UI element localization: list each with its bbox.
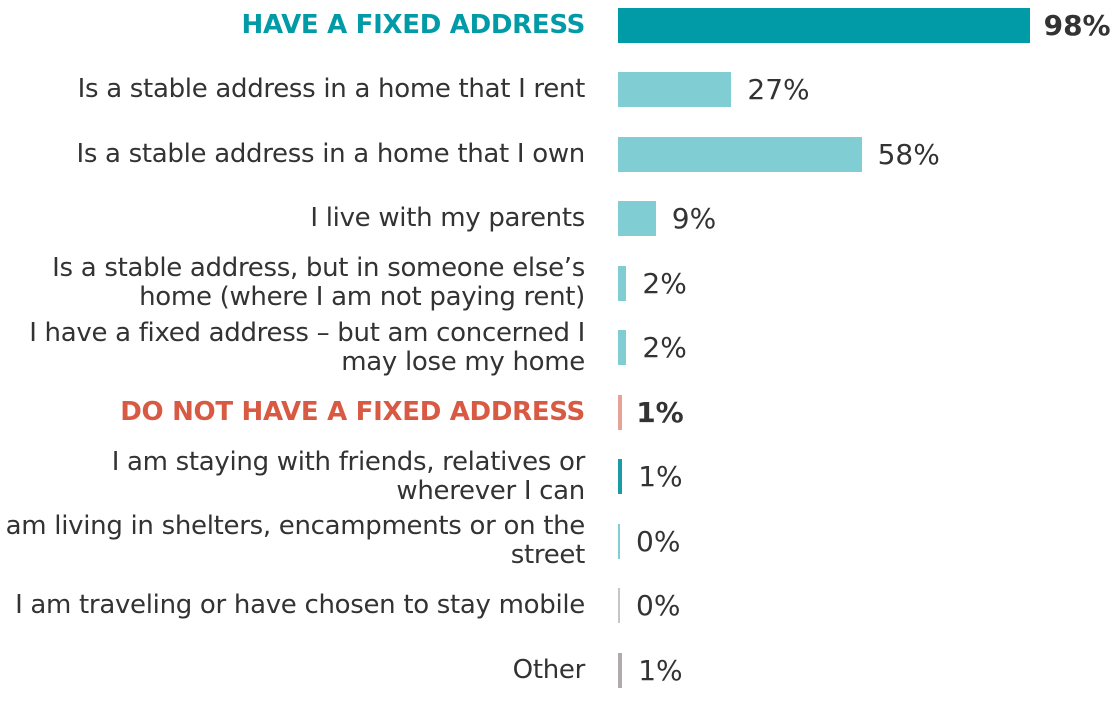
category-label: I have a fixed address – but am concerne… — [29, 317, 585, 377]
category-label: I live with my parents — [310, 203, 585, 233]
value-label: 1% — [638, 653, 683, 687]
category-label: DO NOT HAVE A FIXED ADDRESS — [120, 396, 585, 427]
bar — [618, 136, 862, 172]
category-label: Is a stable address, but in someone else… — [52, 253, 585, 312]
bar — [618, 652, 623, 688]
category-label: Is a stable address in a home that I ren… — [77, 74, 586, 104]
category-label: Is a stable address in a home that I own — [76, 138, 585, 169]
value-label: 0% — [636, 524, 681, 558]
value-label: 27% — [747, 73, 810, 106]
bar — [618, 72, 732, 107]
bar — [618, 201, 656, 236]
bar — [618, 265, 627, 301]
value-label: 1% — [638, 460, 683, 493]
bar — [618, 459, 623, 494]
category-label: I am living in shelters, encampments or … — [0, 511, 585, 570]
category-label: Other — [512, 654, 586, 685]
value-label: 98% — [1043, 8, 1111, 42]
value-label: 0% — [636, 589, 681, 622]
value-label: 2% — [642, 331, 687, 364]
bar — [618, 7, 1030, 43]
value-label: 2% — [642, 266, 687, 300]
category-label: I am staying with friends, relatives or … — [111, 446, 586, 506]
value-label: 1% — [636, 395, 684, 429]
value-label: 9% — [671, 202, 717, 235]
category-label: HAVE A FIXED ADDRESS — [241, 9, 586, 40]
bar — [618, 330, 627, 365]
bar — [618, 523, 620, 559]
value-label: 58% — [877, 137, 940, 171]
bar — [618, 588, 620, 623]
category-label: I am traveling or have chosen to stay mo… — [15, 590, 585, 620]
bar — [618, 394, 623, 430]
